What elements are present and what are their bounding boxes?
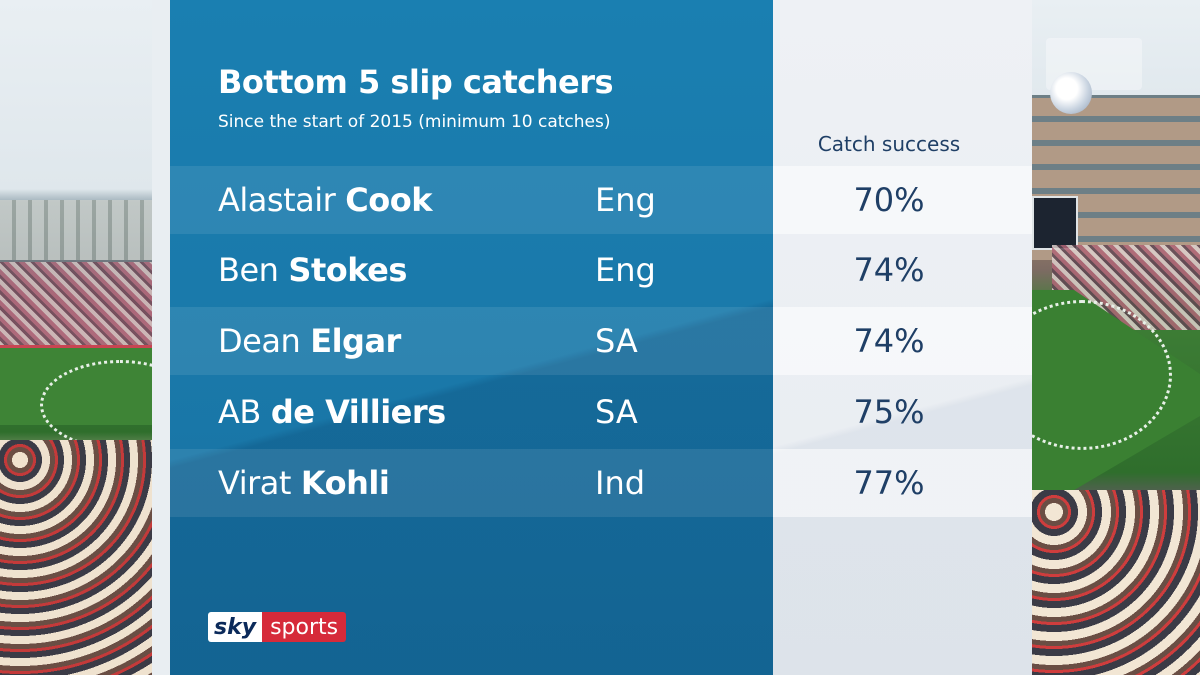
player-last-name: Elgar <box>310 322 401 360</box>
sky-sports-logo: sky sports <box>208 612 347 642</box>
player-last-name: Kohli <box>300 464 390 502</box>
stadium-background-left <box>0 0 152 675</box>
player-last-name: Cook <box>345 181 432 219</box>
graphic-title: Bottom 5 slip catchers <box>218 63 614 101</box>
stadium-stand <box>0 200 152 260</box>
names-panel <box>170 0 773 675</box>
player-team: SA <box>595 322 638 360</box>
spectators <box>1032 490 1200 675</box>
globe-icon <box>1050 72 1092 114</box>
player-name: Alastair Cook <box>218 166 432 234</box>
row-band <box>773 307 1032 375</box>
stadium-crowd <box>0 262 152 352</box>
row-band <box>170 449 773 517</box>
player-team: Eng <box>595 181 656 219</box>
player-last-name: de Villiers <box>270 393 446 431</box>
stadium-background-right <box>1032 0 1200 675</box>
player-name: Dean Elgar <box>218 307 401 375</box>
player-team: SA <box>595 393 638 431</box>
table-row: Dean Elgar SA 74% <box>170 307 1032 375</box>
player-first-name: Dean <box>218 322 301 360</box>
player-name: Virat Kohli <box>218 449 390 517</box>
player-team: Eng <box>595 251 656 289</box>
graphic-subtitle: Since the start of 2015 (minimum 10 catc… <box>218 112 611 132</box>
spectators <box>0 440 152 675</box>
player-first-name: Alastair <box>218 181 336 219</box>
logo-sky: sky <box>208 612 263 642</box>
row-band <box>773 449 1032 517</box>
table-row: Virat Kohli Ind 77% <box>170 449 1032 517</box>
catch-success-value: 74% <box>853 322 925 360</box>
row-band <box>170 307 773 375</box>
player-first-name: Ben <box>218 251 279 289</box>
player-first-name: AB <box>218 393 261 431</box>
catch-success-value: 75% <box>853 393 925 431</box>
catch-success-value: 77% <box>853 464 925 502</box>
logo-sports: sports <box>262 612 347 642</box>
catch-success-header: Catch success <box>817 132 961 156</box>
player-name: AB de Villiers <box>218 378 446 446</box>
catch-success-value: 70% <box>853 181 925 219</box>
panel-edge <box>152 0 170 675</box>
table-row: Alastair Cook Eng 70% <box>170 166 1032 234</box>
player-team: Ind <box>595 464 646 502</box>
table-row: AB de Villiers SA 75% <box>170 378 1032 446</box>
row-band <box>773 166 1032 234</box>
row-band <box>170 166 773 234</box>
catch-success-value: 74% <box>853 251 925 289</box>
player-name: Ben Stokes <box>218 236 407 304</box>
player-last-name: Stokes <box>288 251 407 289</box>
table-row: Ben Stokes Eng 74% <box>170 236 1032 304</box>
panel-sheen <box>170 0 773 675</box>
player-first-name: Virat <box>218 464 291 502</box>
scoreboard <box>1032 196 1078 250</box>
